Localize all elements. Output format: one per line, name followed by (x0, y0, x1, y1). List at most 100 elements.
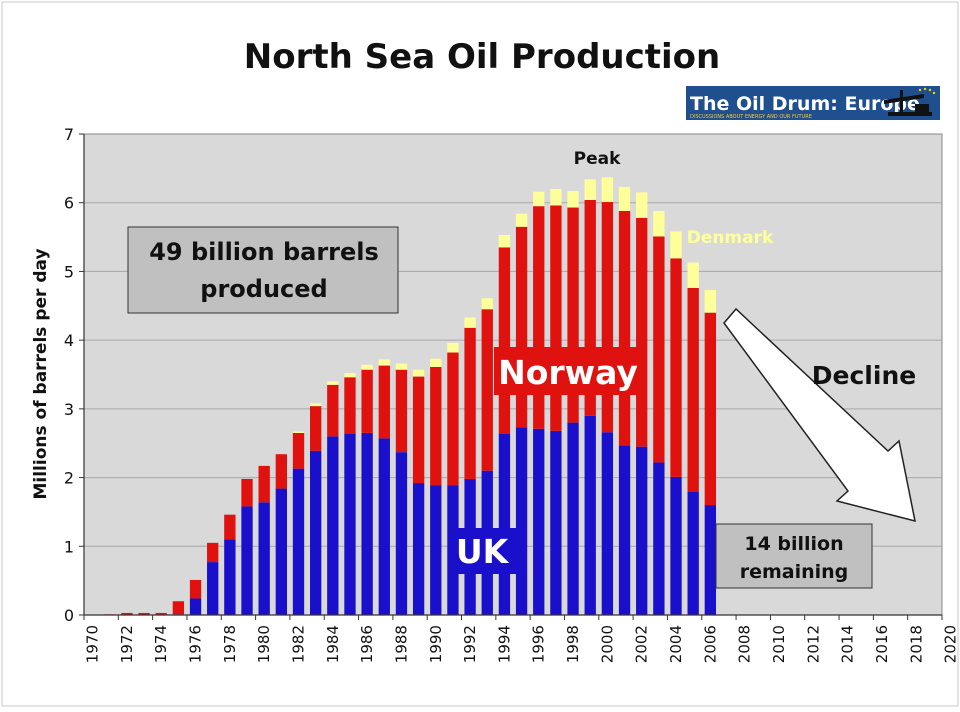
x-tick-label: 2008 (736, 625, 754, 663)
y-tick-label: 4 (64, 331, 74, 350)
logo-subtext: DISCUSSIONS ABOUT ENERGY AND OUR FUTURE (690, 114, 812, 120)
produced-line2: produced (200, 275, 327, 303)
x-tick-label: 1972 (118, 625, 136, 663)
bar-uk-1998 (567, 422, 579, 615)
x-tick-label: 1980 (255, 625, 273, 663)
bar-norway-1992 (464, 327, 476, 479)
x-tick-label: 2006 (701, 625, 719, 663)
y-tick-label: 2 (64, 469, 74, 488)
bar-denmark-1987 (378, 359, 390, 366)
bar-norway-1989 (412, 376, 425, 484)
y-tick-label: 0 (64, 606, 74, 625)
x-tick-label: 1988 (392, 625, 410, 663)
bar-denmark-2001 (618, 186, 631, 211)
x-tick-label: 2000 (598, 625, 616, 663)
bar-denmark-1997 (550, 188, 562, 206)
x-tick-label: 2002 (633, 625, 651, 663)
bar-denmark-1996 (533, 191, 545, 207)
bar-uk-1990 (430, 485, 442, 615)
chart-title: North Sea Oil Production (244, 37, 720, 77)
bar-denmark-1999 (584, 179, 596, 200)
x-tick-label: 1978 (221, 625, 239, 663)
bar-norway-2002 (636, 217, 648, 447)
bar-uk-1984 (327, 436, 339, 615)
bar-denmark-1993 (481, 298, 493, 310)
eu-stars-icon (918, 87, 936, 95)
denmark-label: Denmark (687, 228, 774, 248)
bar-norway-1974 (155, 612, 167, 615)
uk-label-text: UK (456, 532, 510, 571)
oil-drum-logo: The Oil Drum: Europe DISCUSSIONS ABOUT E… (686, 86, 940, 120)
bar-denmark-2000 (601, 177, 614, 203)
bar-norway-1973 (138, 612, 150, 615)
produced-line1: 49 billion barrels (149, 238, 379, 266)
bar-uk-1994 (498, 433, 511, 615)
bar-denmark-1983 (309, 403, 322, 407)
bar-uk-1978 (224, 539, 236, 615)
bar-denmark-1991 (447, 342, 459, 353)
bar-uk-1979 (241, 506, 253, 615)
bar-norway-1990 (430, 366, 442, 486)
x-tick-label: 1992 (461, 625, 479, 663)
y-axis-label: Millions of barrels per day (31, 248, 51, 499)
decline-arrow-icon (723, 307, 916, 523)
bar-denmark-2005 (687, 262, 699, 288)
bar-norway-1994 (498, 247, 511, 434)
y-tick-label: 5 (64, 262, 74, 281)
x-tick-label: 2004 (667, 625, 685, 663)
x-tick-label: 2012 (804, 625, 822, 663)
bar-denmark-2002 (636, 192, 648, 218)
x-tick-label: 2018 (907, 625, 925, 663)
bar-uk-1985 (344, 433, 356, 615)
norway-label-text: Norway (498, 353, 638, 392)
bar-norway-2003 (653, 236, 665, 463)
bar-norway-1991 (447, 352, 459, 486)
bar-norway-2001 (618, 210, 631, 446)
bar-uk-1986 (361, 432, 373, 615)
y-tick-label: 3 (64, 400, 74, 419)
produced-box: 49 billion barrels produced (127, 226, 399, 314)
oil-derrick-icon (884, 90, 932, 116)
norway-label: Norway (494, 347, 640, 395)
bar-norway-1981 (275, 454, 288, 489)
x-tick-label: 1996 (530, 625, 548, 663)
bar-norway-1988 (395, 369, 408, 453)
bar-uk-1989 (412, 483, 425, 615)
bar-uk-2005 (687, 492, 699, 615)
bar-norway-2006 (704, 312, 717, 506)
bar-uk-2002 (636, 446, 648, 615)
x-tick-label: 2010 (770, 625, 788, 663)
bar-uk-1995 (515, 427, 528, 615)
x-tick-label: 1998 (564, 625, 582, 663)
bar-denmark-1995 (515, 213, 528, 227)
bar-norway-1984 (327, 384, 339, 437)
bar-uk-2001 (618, 445, 631, 615)
bar-denmark-2004 (670, 231, 682, 259)
bar-norway-1983 (309, 406, 322, 451)
uk-label: UK (448, 528, 516, 574)
x-tick-label: 1974 (152, 625, 170, 663)
bar-uk-1997 (550, 430, 562, 615)
logo-title: The Oil Drum: Europe (690, 93, 920, 115)
bar-denmark-1990 (430, 358, 442, 367)
bar-norway-1999 (584, 199, 596, 416)
x-tick-label: 2016 (873, 625, 891, 663)
bar-denmark-1994 (498, 235, 511, 248)
bar-norway-2004 (670, 258, 682, 477)
remaining-line1: 14 billion (744, 533, 843, 555)
bar-denmark-1998 (567, 191, 579, 208)
bars (104, 177, 717, 615)
x-tick-label: 1994 (495, 625, 513, 663)
x-axis-ticks: 1970 1972 1974 1976 1978 1980 1982 1984 1986 1988… (83, 615, 960, 663)
bar-uk-1999 (584, 415, 596, 615)
bar-uk-1983 (309, 450, 322, 615)
bar-norway-2005 (687, 287, 699, 493)
bar-norway-1975 (172, 601, 185, 615)
bar-denmark-1989 (412, 369, 425, 377)
x-tick-label: 1982 (290, 625, 308, 663)
bar-norway-1995 (515, 226, 528, 428)
x-tick-label: 1990 (427, 625, 445, 663)
x-tick-label: 1986 (358, 625, 376, 663)
y-tick-label: 6 (64, 194, 74, 213)
